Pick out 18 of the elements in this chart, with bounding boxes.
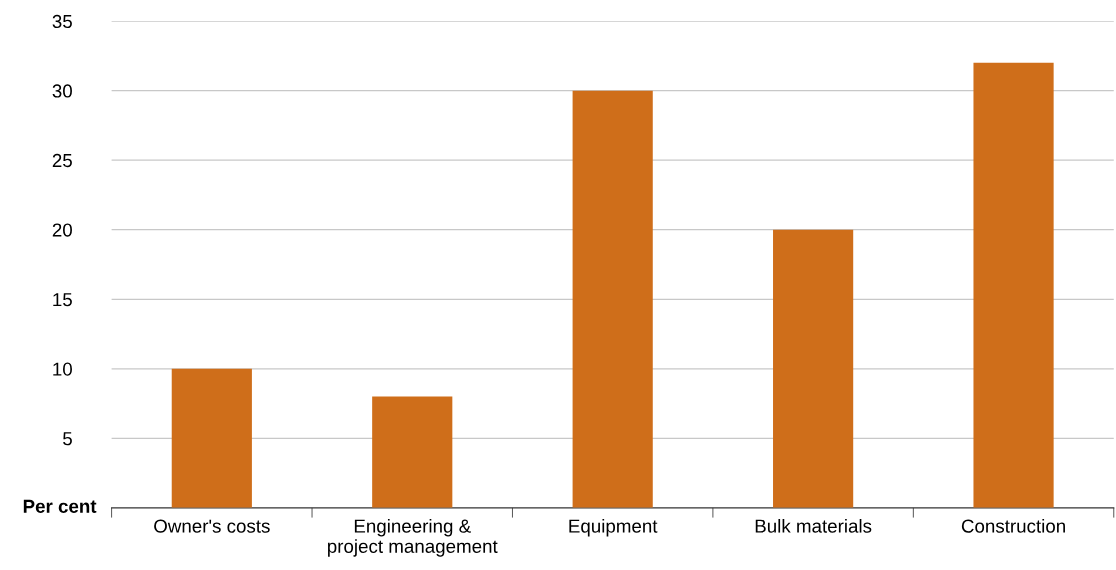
y-tick-label: 30 bbox=[52, 84, 72, 98]
y-tick-label: 10 bbox=[53, 362, 72, 376]
y-tick-label: 15 bbox=[53, 293, 72, 307]
y-axis-title: Per cent bbox=[23, 499, 97, 513]
bar bbox=[171, 368, 252, 508]
bar bbox=[572, 90, 653, 508]
x-tick-label: Engineering & project management bbox=[328, 518, 498, 557]
y-tick-label: 5 bbox=[63, 432, 72, 446]
y-tick-label: 35 bbox=[52, 14, 72, 29]
x-tick-label: Owner's costs bbox=[154, 519, 270, 533]
bar bbox=[973, 62, 1054, 508]
bar bbox=[372, 396, 453, 508]
y-tick-label: 20 bbox=[52, 223, 72, 237]
x-tick-label: Bulk materials bbox=[755, 518, 872, 533]
x-tick-label: Construction bbox=[961, 518, 1065, 533]
bar bbox=[773, 229, 854, 508]
x-tick-label: Equipment bbox=[569, 518, 658, 537]
y-tick-label: 25 bbox=[52, 153, 72, 168]
